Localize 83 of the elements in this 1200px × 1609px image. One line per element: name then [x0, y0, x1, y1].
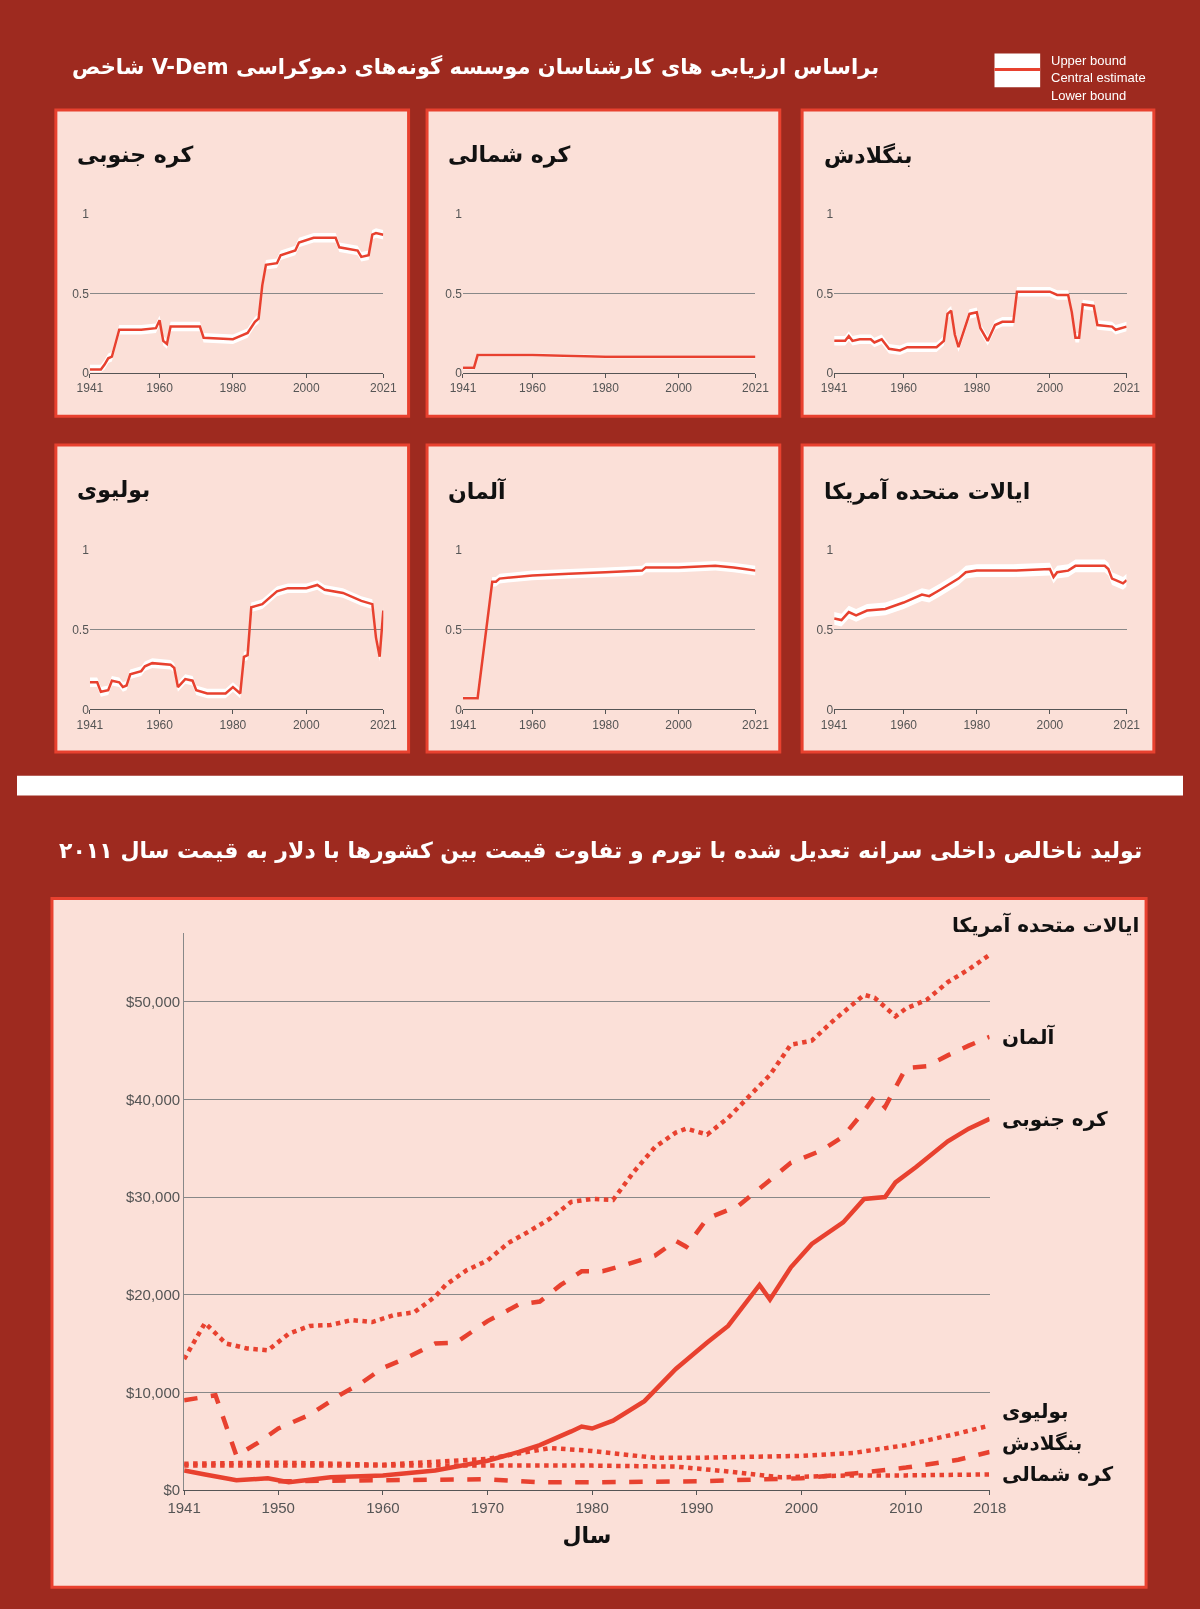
line-series: [184, 952, 990, 1362]
x-tick-label: 1980: [592, 380, 620, 395]
x-tick-label: 1960: [366, 1499, 400, 1517]
x-tick-label: 1990: [680, 1499, 714, 1517]
x-tick-label: 1960: [146, 717, 174, 732]
x-tick-label: 1980: [219, 380, 247, 395]
series-label: بنگلادش: [1002, 1431, 1083, 1455]
x-tick-label: 1941: [76, 380, 104, 395]
x-tick-label: 2021: [1113, 380, 1141, 395]
x-tick-label: 1970: [470, 1499, 505, 1517]
x-axis-title: سال: [562, 1522, 612, 1548]
y-tick-label: 1: [82, 543, 90, 558]
x-tick-label: 2021: [742, 717, 770, 732]
chart-title: بنگلادش: [824, 142, 913, 168]
y-tick-label: 0.5: [445, 622, 463, 637]
x-tick-label: 1980: [963, 717, 991, 732]
y-tick-label: $40,000: [125, 1090, 181, 1108]
y-tick-label: 0: [826, 365, 834, 380]
x-tick-label: 1980: [963, 380, 991, 395]
x-tick-label: 1960: [519, 717, 547, 732]
series-label: کره شمالی: [1002, 1462, 1114, 1486]
x-tick-label: 1950: [261, 1499, 295, 1517]
y-tick-label: $0: [163, 1481, 181, 1499]
x-tick-label: 1960: [890, 717, 918, 732]
x-tick-label: 1941: [449, 380, 477, 395]
chart-title: کره جنوبی: [77, 142, 194, 168]
y-tick-label: $30,000: [125, 1188, 181, 1206]
x-tick-label: 2000: [784, 1499, 819, 1517]
y-tick-label: 0.5: [72, 622, 90, 637]
x-tick-label: 1941: [820, 380, 848, 395]
y-tick-label: 1: [826, 543, 834, 558]
y-tick-label: 0.5: [816, 286, 834, 301]
chart-title: کره شمالی: [448, 142, 571, 168]
chart-title: تولید ناخالص داخلی سرانه تعدیل شده با تورم و تفاوت قیمت بین کشورها با دلار به قیمت سال ۲۰۱۱: [59, 838, 1143, 864]
y-tick-label: 1: [826, 207, 834, 222]
series-label: بولیوی: [1002, 1399, 1069, 1423]
y-tick-label: 0.5: [72, 286, 90, 301]
series-label: کره جنوبی: [1002, 1107, 1109, 1131]
x-tick-label: 1941: [820, 717, 848, 732]
y-tick-label: 0.5: [816, 622, 834, 637]
x-tick-label: 1941: [76, 717, 104, 732]
y-tick-label: 1: [455, 207, 463, 222]
y-tick-label: 0: [455, 365, 463, 380]
x-tick-label: 2010: [889, 1499, 923, 1517]
x-tick-label: 1980: [592, 717, 620, 732]
x-tick-label: 2000: [665, 380, 693, 395]
x-tick-label: 2000: [292, 380, 320, 395]
y-tick-label: $20,000: [125, 1285, 181, 1303]
y-tick-label: 0: [826, 702, 834, 717]
x-tick-label: 2021: [1113, 717, 1141, 732]
chart-title: آلمان: [448, 477, 507, 504]
x-tick-label: 1980: [575, 1499, 609, 1517]
x-tick-label: 1941: [167, 1499, 201, 1517]
text: Central estimate: [1051, 70, 1146, 85]
x-tick-label: 1980: [219, 717, 247, 732]
y-tick-label: $10,000: [125, 1383, 181, 1401]
x-tick-label: 1960: [146, 380, 174, 395]
x-tick-label: 2000: [292, 717, 320, 732]
y-tick-label: $50,000: [125, 992, 181, 1010]
y-tick-label: 1: [82, 207, 90, 222]
x-tick-label: 2021: [369, 380, 397, 395]
text: Upper bound: [1051, 53, 1127, 68]
x-tick-label: 2000: [1036, 380, 1064, 395]
line-series: [184, 1116, 990, 1485]
y-tick-label: 0: [82, 365, 90, 380]
x-tick-label: 2018: [972, 1499, 1007, 1517]
series-label: آلمان: [1002, 1024, 1056, 1049]
x-tick-label: 2021: [742, 380, 770, 395]
chart-title: بولیوی: [77, 477, 151, 503]
y-tick-label: 0.5: [445, 286, 463, 301]
x-tick-label: 1960: [890, 380, 918, 395]
y-tick-label: 0: [82, 702, 90, 717]
x-tick-label: 2000: [665, 717, 693, 732]
text: شاخص V-Dem براساس ارزیابی های کارشناسان موسسه گونه‌های دموکراسی: [72, 54, 880, 79]
x-tick-label: 2000: [1036, 717, 1064, 732]
chart-title: ایالات متحده آمریکا: [824, 477, 1031, 505]
y-tick-label: 0: [455, 702, 463, 717]
x-tick-label: 1960: [519, 380, 547, 395]
y-tick-label: 1: [455, 543, 463, 558]
text: Lower bound: [1051, 88, 1127, 103]
series-label: ایالات متحده آمریکا: [952, 912, 1140, 937]
x-tick-label: 2021: [369, 717, 397, 732]
x-tick-label: 1941: [449, 717, 477, 732]
